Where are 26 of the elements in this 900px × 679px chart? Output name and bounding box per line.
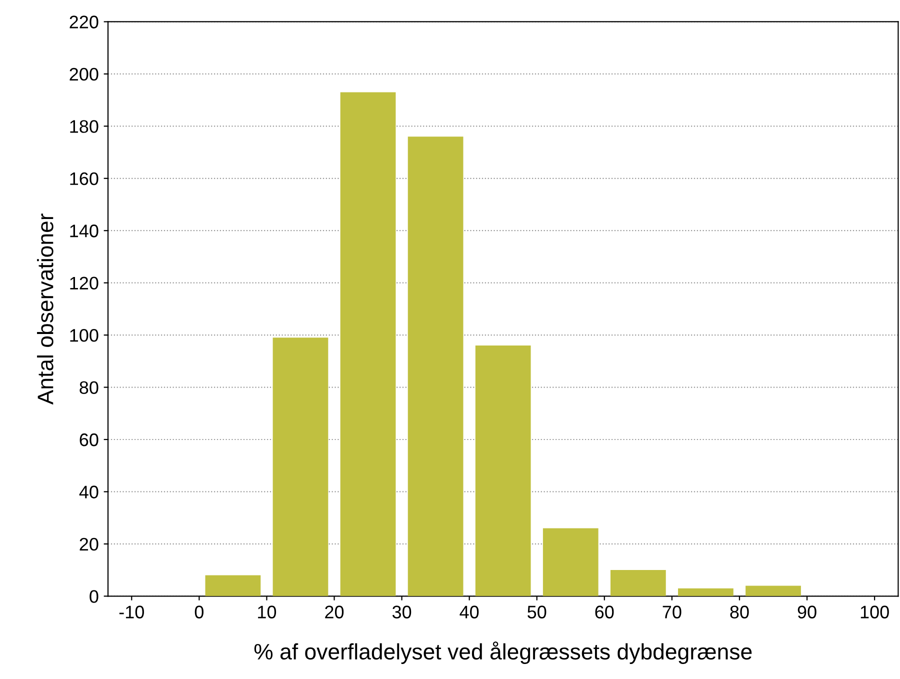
y-tick-label: 60 [80,433,98,446]
y-tick-label: 40 [79,486,98,498]
y-tick-label: 100 [70,328,98,342]
x-tick-label: -10 [119,606,144,618]
x-tick-label: 30 [392,606,412,618]
y-tick-label: 180 [70,120,98,133]
x-tick-label: 0 [194,606,204,618]
x-tick-label: 70 [662,606,682,618]
y-tick-label: 80 [80,381,98,394]
x-tick-label: 40 [460,606,479,618]
y-tick-label: 220 [70,16,98,28]
x-tick-label: 60 [595,606,614,618]
x-tick-label: 90 [798,606,816,618]
y-tick-label: 140 [70,224,98,238]
y-tick-label: 200 [70,68,98,81]
x-tick-label: 50 [528,606,546,618]
x-tick-label: 10 [258,606,276,618]
y-tick-label: 120 [70,276,98,290]
x-tick-label: 20 [325,606,344,618]
x-tick-label: 100 [860,606,889,618]
y-axis-title: Antal observationer [37,214,54,405]
y-tick-label: 0 [90,590,98,603]
y-tick-label: 160 [70,172,98,186]
x-tick-label: 80 [730,606,749,618]
x-axis-title: % af overfladelyset ved ålegræssets dybdegrænse [254,641,752,664]
y-tick-label: 20 [80,538,98,551]
